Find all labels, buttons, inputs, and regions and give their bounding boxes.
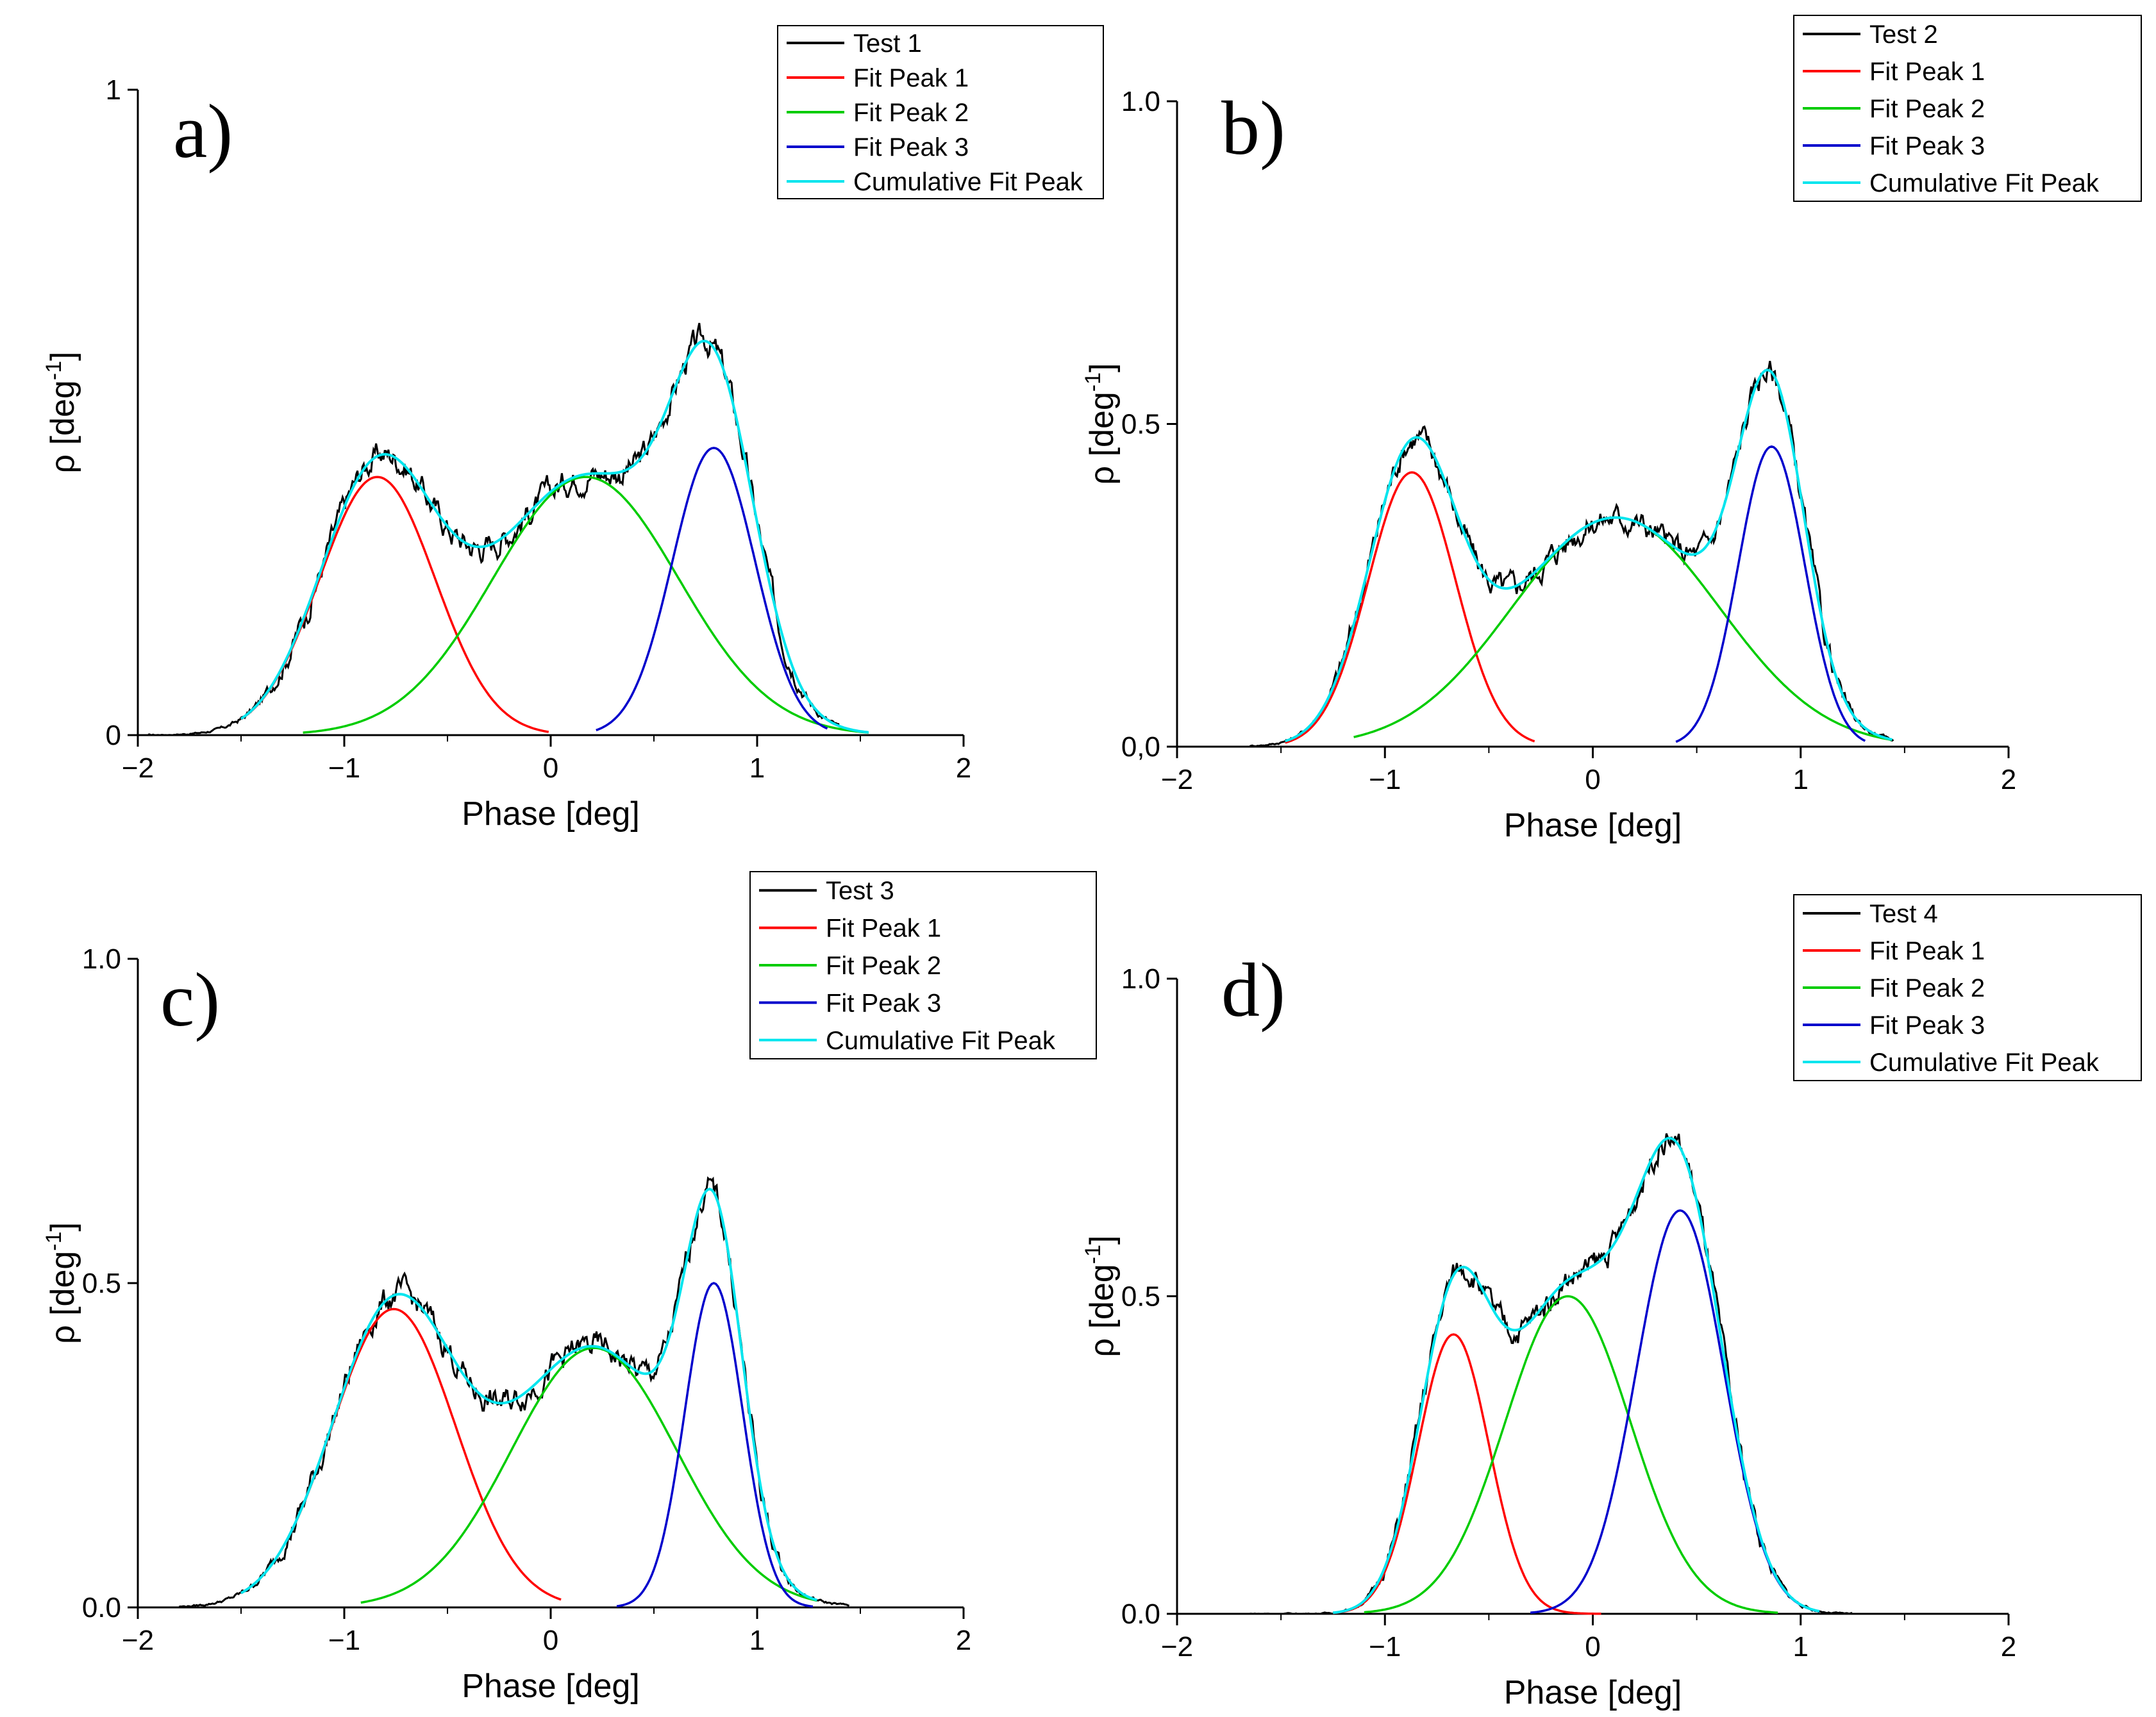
legend-entry: Fit Peak 2	[1869, 974, 1985, 1002]
series-test-data	[1249, 360, 1894, 748]
legend-entry: Test 3	[826, 877, 894, 905]
x-tick-label: 0	[1585, 764, 1600, 795]
panel-label: d)	[1221, 947, 1285, 1033]
x-tick-label: −1	[328, 752, 360, 784]
chart-panel-b: −2 −1 0 1 2 0,0 0.5 1.0 Phase [deg] ρ [deg-1] b) Te…	[1081, 15, 2142, 844]
y-tick-label: 0.5	[1121, 409, 1160, 440]
legend-entry: Fit Peak 1	[853, 64, 969, 92]
x-axis-label: Phase [deg]	[1504, 1674, 1682, 1711]
legend-entry: Fit Peak 2	[826, 952, 941, 980]
y-tick-label: 0.5	[1121, 1281, 1160, 1313]
legend-entry: Fit Peak 3	[1869, 1011, 1985, 1040]
legend-entry: Test 2	[1869, 21, 1938, 49]
y-tick-label: 1	[106, 74, 121, 106]
x-tick-label: −2	[1161, 1631, 1193, 1663]
series-fit-peak-1	[1333, 1333, 1601, 1615]
y-tick-label: 0	[106, 720, 121, 751]
series-fit-peak-3	[1530, 1209, 1820, 1614]
y-tick-label: 0,0	[1121, 731, 1160, 763]
x-tick-label: 0	[543, 752, 558, 784]
x-tick-label: −2	[1161, 764, 1193, 795]
y-axis-label-main: ρ [deg	[1083, 1264, 1121, 1357]
legend-entry: Fit Peak 3	[1869, 132, 1985, 160]
y-axis-label: ρ [deg-1]	[1081, 363, 1121, 485]
y-axis-label-main: ρ [deg	[44, 1251, 81, 1344]
series-fit-peak-1	[240, 476, 549, 733]
panel-label: c)	[160, 957, 220, 1042]
series-fit-peak-2	[360, 1347, 817, 1604]
legend-entry: Cumulative Fit Peak	[1869, 169, 2100, 197]
y-axis-label-sup: -1	[42, 1231, 66, 1250]
y-axis-label-end: ]	[44, 1222, 81, 1231]
y-tick-label: 1.0	[1121, 86, 1160, 117]
panel-label: b)	[1221, 85, 1285, 170]
chart-panel-d: −2 −1 0 1 2 0.0 0.5 1.0 Phase [deg] ρ [deg-1] d) Te…	[1081, 894, 2142, 1711]
panel-label: a)	[173, 88, 233, 174]
x-axis-label: Phase [deg]	[462, 795, 640, 833]
x-tick-label: −2	[122, 752, 154, 784]
series-fit-peak-3	[1675, 445, 1866, 743]
y-axis-label-sup: -1	[1081, 1245, 1105, 1264]
series-fit-peak-2	[303, 476, 869, 734]
y-axis-label-end: ]	[1083, 1236, 1121, 1245]
legend-entry: Fit Peak 1	[826, 915, 941, 943]
y-axis-label-end: ]	[44, 352, 81, 361]
legend-entry: Fit Peak 1	[1869, 937, 1985, 965]
y-tick-label: 0.0	[82, 1592, 121, 1623]
y-tick-label: 1.0	[82, 943, 121, 975]
x-axis-label: Phase [deg]	[462, 1668, 640, 1705]
series-fit-peak-1	[1285, 471, 1535, 744]
y-axis-label: ρ [deg-1]	[1081, 1236, 1121, 1357]
y-tick-label: 0.0	[1121, 1598, 1160, 1630]
x-tick-label: −1	[1369, 764, 1401, 795]
legend-entry: Fit Peak 2	[1869, 95, 1985, 123]
legend-entry: Fit Peak 2	[853, 99, 969, 127]
legend-entry: Fit Peak 1	[1869, 58, 1985, 86]
series-fit-peak-3	[616, 1282, 814, 1608]
x-tick-label: −1	[1369, 1631, 1401, 1663]
x-tick-label: 1	[749, 1625, 765, 1656]
series-fit-peak-2	[1364, 1295, 1778, 1614]
x-tick-label: −1	[328, 1625, 360, 1656]
x-axis-label: Phase [deg]	[1504, 807, 1682, 844]
x-tick-label: 1	[1793, 764, 1809, 795]
y-axis-label-sup: -1	[1081, 372, 1105, 392]
series-test-data	[178, 1176, 849, 1608]
x-tick-label: 1	[1793, 1631, 1809, 1663]
series-fit-peak-2	[1353, 516, 1893, 742]
legend-entry: Fit Peak 3	[853, 133, 969, 162]
x-tick-label: 2	[2001, 764, 2016, 795]
y-axis-label-main: ρ [deg	[1083, 392, 1121, 485]
series-cumulative-fit	[1284, 369, 1893, 743]
series-cumulative-fit	[240, 340, 869, 734]
y-axis-label-sup: -1	[42, 361, 66, 380]
x-tick-label: 2	[2001, 1631, 2016, 1663]
legend-entry: Cumulative Fit Peak	[826, 1027, 1056, 1055]
legend-entry: Cumulative Fit Peak	[853, 168, 1083, 196]
y-tick-label: 1.0	[1121, 963, 1160, 995]
legend-entry: Fit Peak 3	[826, 989, 941, 1017]
x-tick-label: 2	[956, 752, 971, 784]
legend-entry: Cumulative Fit Peak	[1869, 1049, 2100, 1077]
x-tick-label: 2	[956, 1625, 971, 1656]
legend-entry: Test 1	[853, 29, 922, 58]
legend-entry: Test 4	[1869, 900, 1938, 928]
series-cumulative-fit	[240, 1188, 817, 1602]
series-fit-peak-3	[596, 447, 828, 731]
y-axis-label-end: ]	[1083, 363, 1121, 372]
y-tick-label: 0.5	[82, 1268, 121, 1299]
x-tick-label: 0	[543, 1625, 558, 1656]
y-axis-label-main: ρ [deg	[44, 380, 81, 473]
series-test-data	[147, 322, 840, 736]
y-axis-label: ρ [deg-1]	[42, 352, 81, 474]
x-tick-label: −2	[122, 1625, 154, 1656]
series-cumulative-fit	[1333, 1136, 1820, 1614]
y-axis-label: ρ [deg-1]	[42, 1222, 81, 1344]
x-tick-label: 0	[1585, 1631, 1600, 1663]
chart-panel-c: −2 −1 0 1 2 0.0 0.5 1.0 Phase [deg] ρ [deg-1] c) Te…	[42, 871, 1097, 1705]
series-fit-peak-1	[240, 1307, 562, 1601]
x-tick-label: 1	[749, 752, 765, 784]
